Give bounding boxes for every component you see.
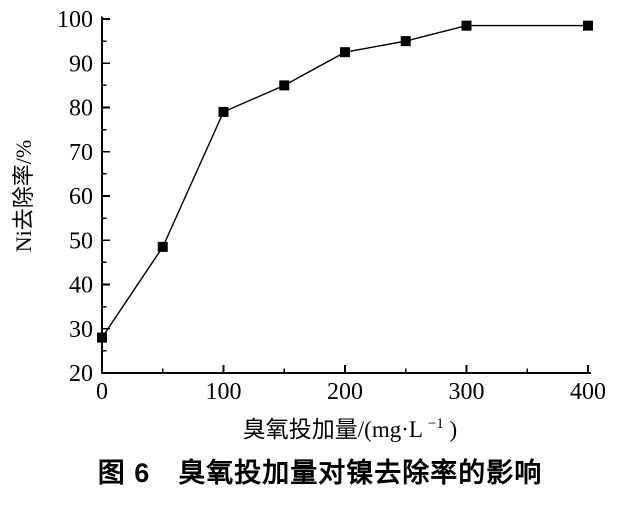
data-point-marker — [400, 36, 411, 47]
x-tick-label: 300 — [449, 379, 485, 405]
tick-label-layer: 20 30 40 50 60 70 80 90 100 0 100 200 300 400 — [57, 7, 606, 405]
y-tick-label: 70 — [69, 140, 93, 166]
y-tick-label: 50 — [69, 228, 93, 254]
y-tick-label: 100 — [57, 7, 93, 33]
series-layer — [97, 20, 593, 343]
figure-caption: 图 6 臭氧投加量对镍去除率的影响 — [97, 458, 543, 488]
x-axis-title-superscript: −1 — [428, 416, 444, 432]
data-point-marker — [340, 47, 350, 58]
data-point-marker — [583, 20, 593, 31]
y-tick-label: 20 — [69, 361, 93, 387]
x-axis-title-close: ) — [450, 417, 458, 442]
data-point-marker — [279, 80, 290, 91]
x-tick-label: 200 — [327, 379, 363, 405]
y-tick-label: 80 — [69, 96, 93, 122]
y-tick-label: 90 — [69, 51, 93, 77]
x-tick-label: 0 — [96, 379, 108, 405]
y-tick-label: 30 — [69, 317, 93, 343]
y-tick-label: 40 — [69, 273, 93, 299]
x-tick-label: 100 — [206, 379, 242, 405]
x-tick-label: 400 — [570, 379, 606, 405]
y-tick-label: 60 — [69, 184, 93, 210]
axes-layer — [101, 16, 591, 374]
data-point-marker — [157, 241, 168, 252]
data-point-marker — [218, 106, 229, 117]
y-axis-title: Ni去除率/% — [11, 140, 36, 252]
data-point-marker — [97, 332, 107, 343]
data-point-marker — [461, 20, 472, 31]
x-axis-title-main: 臭氧投加量/(mg·L — [243, 417, 422, 442]
ozone-dosage-line-chart: 20 30 40 50 60 70 80 90 100 0 100 200 300 400 Ni去除率/%… — [11, 7, 606, 442]
data-line — [101, 24, 588, 338]
x-axis-title: 臭氧投加量/(mg·L −1 ) — [243, 408, 457, 442]
